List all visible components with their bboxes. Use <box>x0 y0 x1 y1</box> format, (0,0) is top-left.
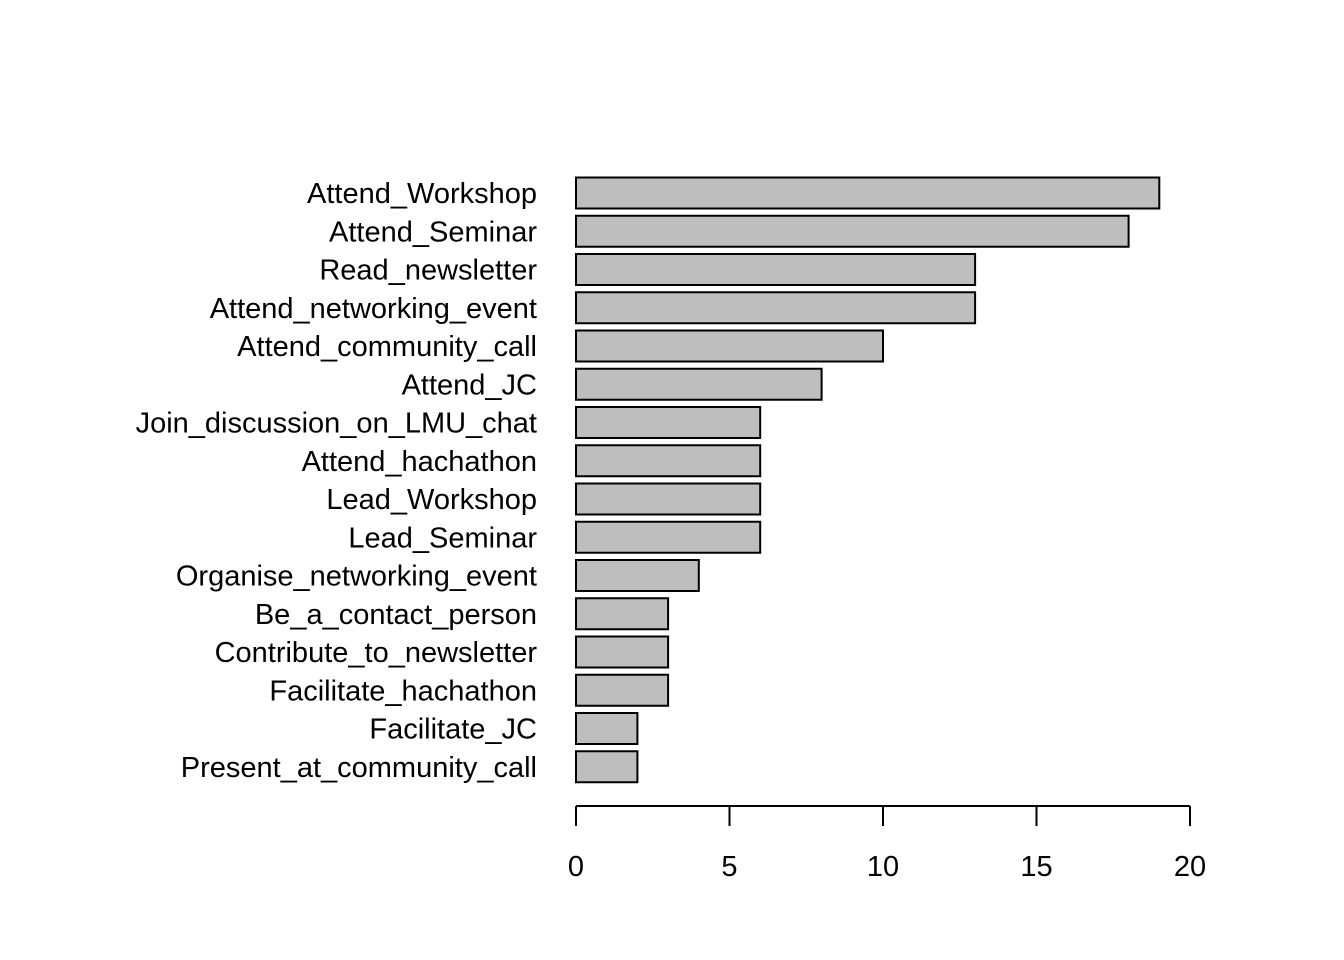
category-label: Lead_Seminar <box>348 522 537 554</box>
bar-contribute-to-newsletter <box>575 635 670 669</box>
category-label: Facilitate_hachathon <box>269 675 537 707</box>
bar-attend-community-call <box>575 329 884 363</box>
bar-attend-jc <box>575 367 823 401</box>
x-tick-label: 0 <box>568 851 584 883</box>
x-axis: 0 5 10 15 20 <box>568 805 1206 883</box>
category-label: Attend_networking_event <box>210 293 537 325</box>
bar-lead-seminar <box>575 520 762 554</box>
bar-organise-networking-event <box>575 559 700 592</box>
bars-group <box>575 176 1161 784</box>
category-label: Organise_networking_event <box>176 561 537 593</box>
x-tick-label: 10 <box>867 851 899 883</box>
bar-join-discussion-on-lmu-chat <box>575 406 762 439</box>
category-label: Join_discussion_on_LMU_chat <box>136 408 537 440</box>
bar-facilitate-hachathon <box>575 673 670 707</box>
bar-attend-hachathon <box>575 444 762 478</box>
category-label: Lead_Workshop <box>326 484 537 516</box>
category-label: Read_newsletter <box>319 255 537 287</box>
category-label: Attend_community_call <box>237 331 537 363</box>
category-label: Present_at_community_call <box>181 752 537 784</box>
category-label: Attend_JC <box>402 369 537 401</box>
category-label: Attend_Seminar <box>329 216 537 248</box>
bar-attend-networking-event <box>575 291 977 325</box>
bar-attend-workshop <box>575 176 1161 210</box>
bar-lead-workshop <box>575 482 762 516</box>
category-label: Attend_hachathon <box>302 446 537 478</box>
x-tick-label: 20 <box>1174 851 1206 883</box>
category-label: Facilitate_JC <box>369 714 537 746</box>
bar-facilitate-jc <box>575 712 639 745</box>
x-tick-label: 5 <box>721 851 737 883</box>
category-labels: Attend_Workshop Attend_Seminar Read_newsle… <box>136 178 538 784</box>
bar-be-a-contact-person <box>575 597 670 631</box>
category-label: Attend_Workshop <box>307 178 537 210</box>
bar-read-newsletter <box>575 253 977 286</box>
category-label: Contribute_to_newsletter <box>215 637 538 669</box>
bar-attend-seminar <box>575 214 1130 248</box>
category-label: Be_a_contact_person <box>255 599 537 631</box>
bar-present-at-community-call <box>575 750 639 784</box>
x-tick-label: 15 <box>1020 851 1052 883</box>
